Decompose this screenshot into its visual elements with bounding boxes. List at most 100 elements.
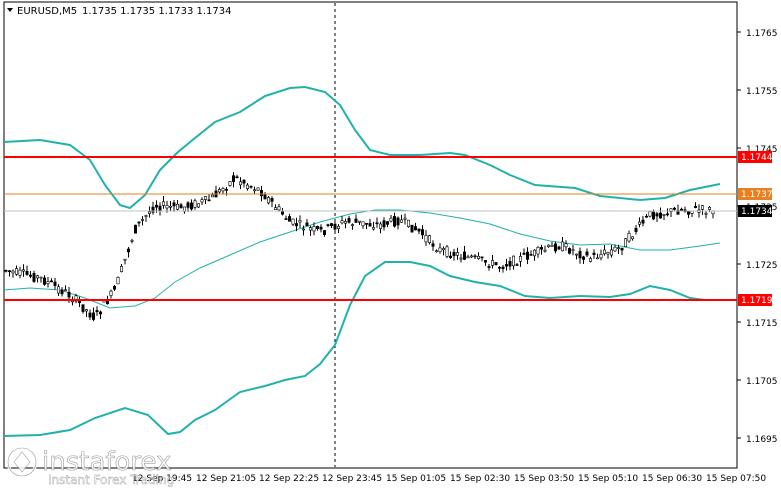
- candle-body: [602, 249, 606, 255]
- candle-body: [396, 217, 400, 226]
- candle-body: [172, 202, 176, 207]
- candle-body: [116, 277, 120, 285]
- level-tags: 1.1744 1.1737 1.1734 1.1719: [738, 151, 773, 306]
- candle-body: [490, 260, 494, 266]
- candle-body: [287, 216, 291, 222]
- candle-body: [162, 201, 166, 206]
- bid-tag: [738, 188, 772, 200]
- current-price-tag-label: 1.1734: [741, 207, 773, 217]
- candle-body: [413, 226, 417, 231]
- candle-body: [298, 220, 302, 223]
- candle-body: [242, 179, 246, 184]
- triangle-down-icon[interactable]: [7, 8, 13, 12]
- candle-body: [420, 229, 424, 236]
- candle-body: [385, 221, 389, 225]
- candle-body: [235, 176, 239, 179]
- ohlc-label: 1.1735 1.1735 1.1733 1.1734: [82, 6, 232, 17]
- candle-body: [641, 219, 645, 224]
- candle-body: [246, 184, 250, 189]
- candle-body: [581, 256, 585, 260]
- candle-body: [8, 270, 12, 272]
- candle-body: [651, 211, 655, 220]
- candle-body: [259, 190, 263, 197]
- candle-body: [368, 223, 372, 227]
- candle-body: [658, 212, 662, 219]
- support-tag: [738, 294, 772, 306]
- candle-body: [578, 251, 582, 259]
- candle-body: [644, 215, 648, 218]
- time-tick: 15 Sep 02:30: [450, 474, 510, 484]
- candle-body: [176, 203, 180, 210]
- candle-body: [567, 248, 571, 254]
- candle-body: [319, 226, 323, 230]
- time-scale[interactable]: 12 Sep 19:45 12 Sep 21:05 12 Sep 22:25 1…: [132, 474, 766, 484]
- candle-body: [266, 197, 270, 204]
- candle-body: [553, 243, 557, 252]
- candle-body: [686, 211, 690, 215]
- candle-body: [357, 220, 361, 223]
- candle-body: [95, 310, 99, 313]
- candle-body: [427, 235, 431, 243]
- candle-body: [113, 286, 117, 290]
- candle-body: [165, 205, 169, 209]
- candle-body: [158, 205, 162, 211]
- candle-body: [518, 255, 522, 262]
- time-tick: 15 Sep 03:50: [514, 474, 574, 484]
- candle-body: [53, 281, 57, 286]
- candle-body: [679, 208, 683, 211]
- candle-body: [291, 218, 295, 225]
- candle-body: [85, 309, 89, 312]
- candle-body: [693, 206, 697, 208]
- plot-area[interactable]: [3, 1, 738, 469]
- candle-body: [361, 221, 365, 227]
- candle-body: [494, 262, 498, 266]
- candle-body: [71, 300, 75, 303]
- candle-body: [487, 266, 491, 268]
- candle-body: [42, 277, 46, 285]
- candle-body: [508, 260, 512, 267]
- candle-body: [273, 207, 277, 210]
- candle-body: [539, 247, 543, 250]
- candle-body: [305, 222, 309, 227]
- candle-body: [60, 289, 64, 295]
- candle-body: [347, 218, 351, 223]
- price-scale[interactable]: 1.1765 1.1755 1.1745 1.1735 1.1725 1.171…: [737, 29, 778, 445]
- candle-body: [571, 249, 575, 252]
- brand-tagline: Instant Forex Trading: [48, 473, 174, 487]
- candle-body: [120, 266, 124, 273]
- candle-body: [130, 240, 134, 242]
- candle-body: [389, 217, 393, 222]
- candle-body: [546, 244, 550, 248]
- candle-body: [99, 311, 103, 315]
- candle-body: [322, 230, 326, 235]
- candle-body: [312, 226, 316, 232]
- candle-body: [375, 222, 379, 225]
- candle-body: [92, 312, 96, 320]
- candle-body: [169, 206, 173, 208]
- candle-body: [532, 249, 536, 257]
- candle-body: [452, 251, 456, 257]
- candle-body: [515, 264, 519, 266]
- time-tick: 15 Sep 01:05: [386, 474, 446, 484]
- candle-body: [574, 253, 578, 256]
- candle-body: [550, 245, 554, 247]
- candle-body: [155, 204, 159, 208]
- candle-body: [354, 218, 358, 223]
- candle-body: [18, 269, 22, 276]
- candle-body: [609, 249, 613, 256]
- candle-body: [81, 304, 85, 312]
- candle-body: [504, 264, 508, 267]
- candle-body: [204, 196, 208, 200]
- candle-body: [511, 255, 515, 267]
- candle-body: [700, 205, 704, 210]
- candle-body: [123, 258, 127, 261]
- instaforex-watermark: instaforex Instant Forex Trading: [6, 446, 174, 487]
- candle-body: [270, 198, 274, 202]
- candle-body: [151, 206, 155, 213]
- candle-body: [200, 199, 204, 203]
- candle-body: [473, 255, 477, 258]
- candle-body: [343, 221, 347, 224]
- candle-body: [218, 189, 222, 193]
- candle-body: [148, 211, 152, 214]
